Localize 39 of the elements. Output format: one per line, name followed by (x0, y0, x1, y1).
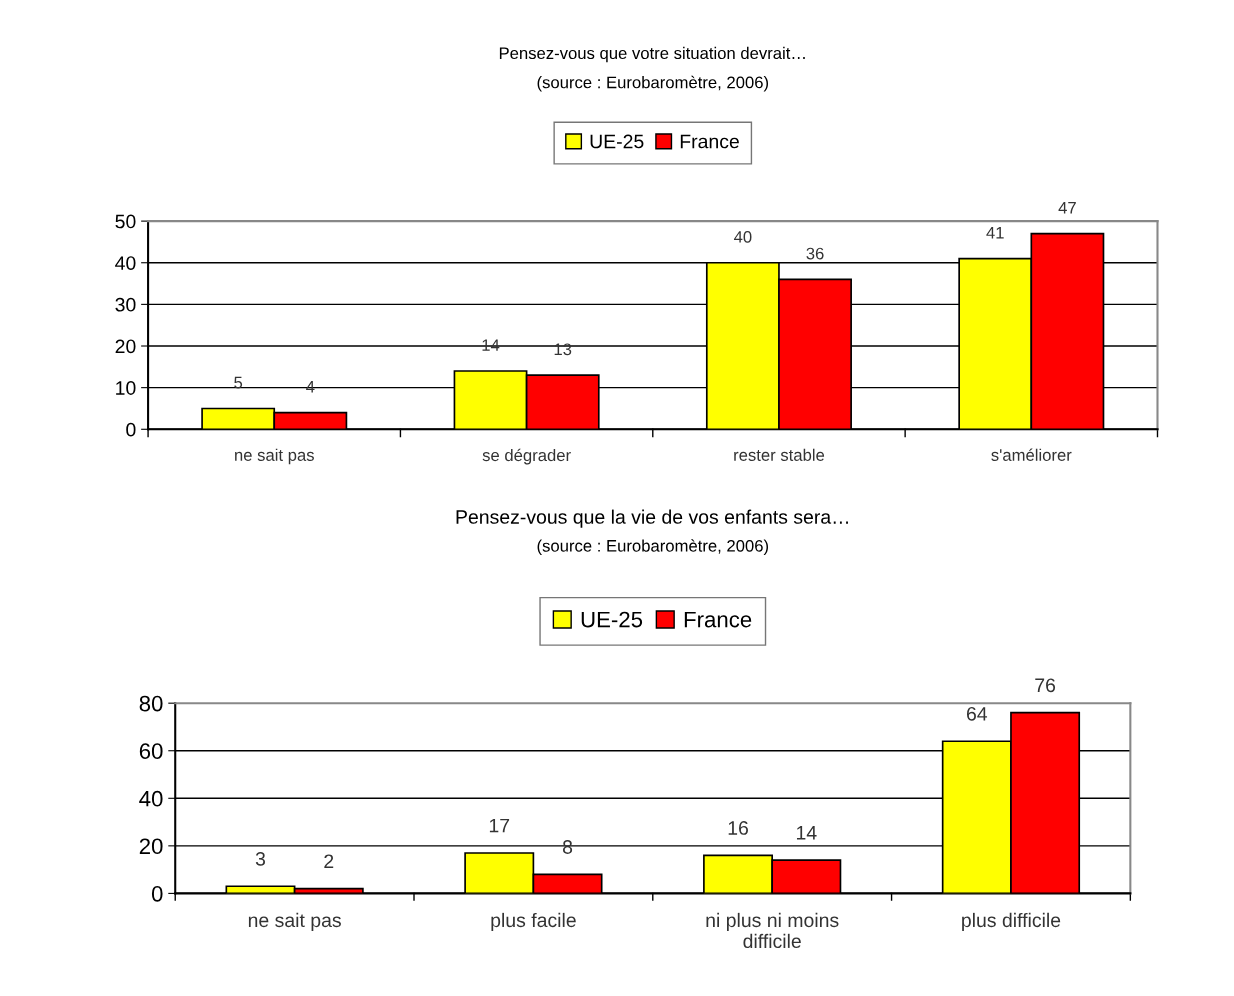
y-tick-label: 40 (115, 256, 136, 270)
x-tick-label: plus facile (491, 912, 576, 931)
x-tick-label: rester stable (734, 448, 825, 461)
data-label: 17 (489, 818, 510, 833)
chart-subtitle: (source : Eurobaromètre, 2006) (537, 75, 769, 92)
data-label: 5 (234, 376, 243, 389)
y-tick-label: 0 (126, 422, 136, 437)
data-label: 47 (1058, 202, 1076, 214)
y-tick-label: 10 (116, 381, 136, 395)
y-tick-label: 20 (115, 339, 136, 354)
legend-label: UE-25 (590, 134, 644, 149)
y-tick-label: 40 (139, 790, 163, 807)
data-label: 40 (733, 230, 752, 243)
chart-title: Pensez-vous que votre situation devrait… (499, 46, 805, 63)
x-tick-label: se dégrader (482, 448, 571, 465)
x-tick-label: plus difficile (962, 912, 1061, 931)
y-tick-label: 0 (151, 885, 163, 902)
x-tick-label: s'améliorer (991, 448, 1072, 461)
data-label: 16 (728, 821, 748, 835)
y-tick-label: 50 (115, 214, 136, 229)
legend-label: UE-25 (581, 611, 643, 628)
data-label: 36 (806, 247, 824, 260)
data-label: 3 (255, 852, 266, 866)
chart-subtitle: (source : Eurobaromètre, 2006) (537, 539, 769, 556)
y-tick-label: 60 (139, 743, 163, 760)
x-tick-label: ne sait pas (235, 448, 314, 465)
x-tick-label: ne sait pas (248, 912, 341, 931)
x-tick-label: ni plus ni moins difficile (706, 912, 839, 949)
y-tick-label: 30 (115, 297, 136, 312)
data-label: 76 (1035, 678, 1056, 693)
y-tick-label: 80 (139, 695, 163, 712)
y-tick-label: 20 (139, 838, 163, 855)
legend-label: France (684, 611, 752, 628)
data-label: 41 (986, 226, 1004, 239)
data-label: 2 (324, 854, 334, 868)
chart-title: Pensez-vous que la vie de vos enfants sera… (456, 509, 848, 528)
data-label: 64 (966, 706, 988, 721)
legend-label: France (680, 134, 739, 149)
data-label: 14 (796, 826, 817, 840)
